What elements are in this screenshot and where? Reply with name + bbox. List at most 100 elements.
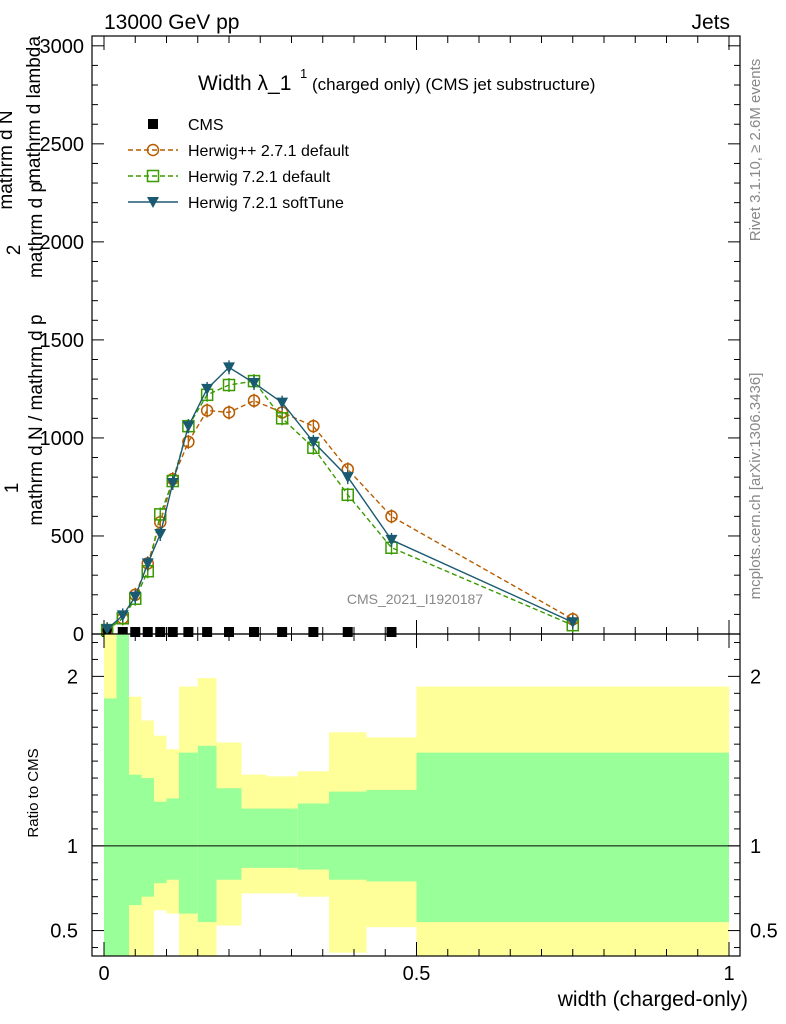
data-point bbox=[130, 627, 141, 637]
data-point bbox=[222, 378, 236, 392]
plot-title-rest: (charged only) (CMS jet substructure) bbox=[312, 75, 595, 94]
ratio-y-tick-label: 2 bbox=[67, 666, 78, 688]
mcplots-reference-text: mcplots.cern.ch [arXiv:1306.3436] bbox=[747, 373, 764, 600]
x-axis-label: width (charged-only) bbox=[557, 988, 748, 1011]
ylabel-part: mathrm d N bbox=[0, 110, 17, 209]
data-point bbox=[202, 627, 213, 637]
analysis-label: CMS_2021_I1920187 bbox=[347, 591, 483, 607]
series-group bbox=[100, 374, 579, 638]
data-point bbox=[386, 627, 397, 637]
y-tick-label: 2500 bbox=[40, 134, 85, 156]
ratio-stat-band bbox=[141, 778, 154, 897]
data-point bbox=[308, 627, 319, 637]
legend: CMS Herwig++ 2.7.1 default Herwig 7.2.1 de… bbox=[128, 117, 350, 212]
data-point bbox=[129, 591, 142, 603]
y-tick-label: 500 bbox=[51, 526, 84, 548]
header-process: 13000 GeV pp bbox=[104, 11, 239, 34]
plot-title-superscript: 1 bbox=[300, 66, 307, 81]
ratio-stat-band bbox=[129, 774, 142, 906]
y-tick-label: 1500 bbox=[40, 330, 85, 352]
data-point bbox=[201, 383, 214, 395]
ratio-stat-band bbox=[297, 803, 329, 870]
ratio-stat-band bbox=[197, 745, 217, 923]
ratio-stat-band bbox=[116, 634, 129, 956]
data-point bbox=[307, 419, 320, 433]
data-point bbox=[200, 404, 214, 417]
ylabel-part: 2 bbox=[4, 245, 25, 256]
ratio-stat-band bbox=[104, 698, 117, 956]
ratio-plot: 0 0.5 1 0.5 0.5 1 1 2 2 bbox=[50, 633, 778, 985]
ratio-bands bbox=[104, 634, 729, 956]
ratio-y-tick-label: 1 bbox=[67, 836, 78, 858]
ylabel-one: 1 bbox=[2, 483, 23, 494]
data-point bbox=[141, 558, 154, 570]
legend-label: Herwig++ 2.7.1 default bbox=[188, 143, 350, 160]
data-point bbox=[307, 436, 320, 448]
ratio-y-tick-label-right: 2 bbox=[750, 666, 761, 688]
data-point bbox=[222, 406, 236, 419]
series-line bbox=[106, 399, 574, 631]
data-point bbox=[166, 478, 179, 490]
data-point bbox=[248, 378, 260, 390]
ratio-stat-band bbox=[416, 752, 729, 923]
ratio-stat-band bbox=[166, 798, 179, 880]
legend-label: CMS bbox=[188, 117, 224, 134]
data-point bbox=[341, 472, 354, 484]
data-point bbox=[385, 510, 398, 523]
ratio-y-tick-label-right: 1 bbox=[750, 836, 761, 858]
ratio-stat-band bbox=[329, 791, 367, 880]
data-point bbox=[182, 421, 195, 433]
data-point bbox=[116, 610, 129, 622]
ratio-stat-band bbox=[366, 789, 417, 882]
series-group bbox=[100, 393, 579, 638]
x-tick-label: 0.5 bbox=[403, 963, 431, 985]
data-point bbox=[277, 627, 288, 637]
ylabel-part: mathrm d p bbox=[26, 182, 47, 278]
main-plot: 0 500 1000 1500 2000 2500 3000 Width λ_1 1 (charg… bbox=[40, 35, 741, 646]
data-point bbox=[182, 435, 195, 449]
y-tick-label: 0 bbox=[73, 624, 84, 646]
rivet-version-text: Rivet 3.1.10, ≥ 2.6M events bbox=[747, 59, 764, 242]
data-point bbox=[341, 488, 354, 502]
series-line bbox=[106, 380, 574, 631]
data-point bbox=[275, 412, 289, 425]
header-category: Jets bbox=[691, 11, 730, 34]
x-tick-label: 1 bbox=[723, 963, 734, 985]
ratio-stat-band bbox=[179, 752, 198, 914]
ratio-y-tick-label: 0.5 bbox=[50, 921, 78, 943]
legend-marker bbox=[148, 119, 158, 129]
plot-title: Width λ_1 bbox=[198, 72, 291, 95]
y-tick-label: 2000 bbox=[40, 232, 85, 254]
ratio-stat-band bbox=[241, 808, 267, 868]
data-point bbox=[276, 397, 289, 409]
ratio-stat-band bbox=[266, 808, 298, 868]
data-point bbox=[154, 529, 167, 541]
data-point bbox=[142, 627, 153, 637]
data-point bbox=[385, 534, 398, 546]
data-point bbox=[223, 362, 235, 374]
legend-label: Herwig 7.2.1 default bbox=[188, 169, 331, 186]
ylabel-part: mathrm d N / mathrm d p bbox=[26, 314, 47, 525]
ratio-stat-band bbox=[154, 801, 167, 884]
data-point bbox=[117, 627, 128, 637]
legend-label: Herwig 7.2.1 softTune bbox=[188, 195, 344, 212]
legend-marker bbox=[146, 143, 160, 157]
data-point bbox=[249, 627, 259, 637]
data-point bbox=[247, 394, 261, 407]
data-point bbox=[566, 617, 579, 629]
series-group bbox=[101, 360, 579, 637]
data-point bbox=[101, 624, 114, 636]
series-group bbox=[102, 627, 397, 637]
data-point bbox=[342, 627, 353, 637]
series-line bbox=[106, 366, 574, 630]
legend-marker bbox=[146, 169, 160, 183]
data-point bbox=[224, 627, 234, 637]
ratio-y-label: Ratio to CMS bbox=[25, 748, 42, 837]
ratio-stat-band bbox=[216, 788, 242, 880]
data-point bbox=[167, 627, 178, 637]
legend-marker bbox=[147, 197, 159, 208]
data-point bbox=[183, 627, 194, 637]
ratio-y-tick-label-right: 0.5 bbox=[750, 921, 778, 943]
y-tick-label: 1000 bbox=[40, 428, 85, 450]
